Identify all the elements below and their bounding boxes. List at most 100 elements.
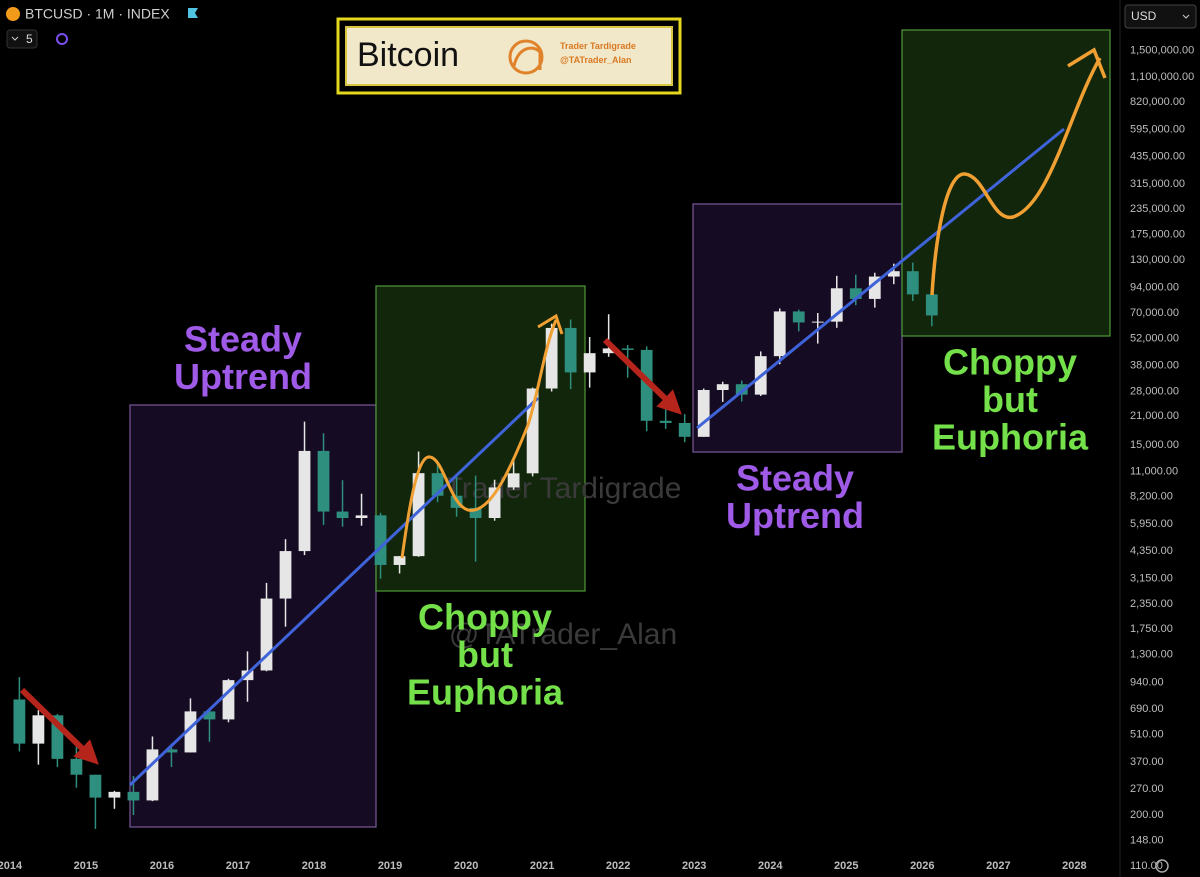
candle-body [298, 450, 311, 552]
candle-body [621, 348, 634, 350]
candle-body [203, 711, 216, 720]
candle-body [526, 388, 539, 474]
x-tick-label: 2019 [378, 860, 402, 872]
candle-body [849, 288, 862, 299]
annotations: SteadyUptrendChoppybutEuphoriaSteadyUptr… [174, 319, 1089, 713]
y-tick-label: 70,000.00 [1130, 307, 1179, 319]
range-box [901, 29, 1111, 337]
candle-body [317, 450, 330, 512]
interval-button[interactable] [6, 29, 38, 49]
x-tick-label: 2016 [150, 860, 174, 872]
settings-icon[interactable] [1155, 859, 1169, 873]
y-tick-label: 1,100,000.00 [1130, 71, 1194, 83]
candle-body [640, 349, 653, 421]
candle-body [260, 598, 273, 671]
drawings-front [19, 47, 1107, 787]
candle-body [431, 473, 444, 496]
x-tick-label: 2015 [74, 860, 98, 872]
candle-body [70, 758, 83, 775]
candle-body [374, 515, 387, 565]
red-arrow [602, 337, 682, 415]
x-tick-label: 2027 [986, 860, 1010, 872]
y-tick-label: 94,000.00 [1130, 282, 1179, 294]
candle-body [811, 321, 824, 323]
y-tick-label: 130,000.00 [1130, 254, 1185, 266]
annotation: Euphoria [932, 417, 1089, 458]
annotation: Euphoria [407, 672, 564, 713]
chevron [11, 36, 19, 41]
trend-line [696, 127, 1065, 430]
y-tick-label: 5,950.00 [1130, 518, 1173, 530]
candle-body [393, 556, 406, 565]
y-tick-label: 11,000.00 [1130, 465, 1178, 477]
y-tick-label: 21,000.00 [1130, 410, 1179, 422]
candle-body [716, 384, 729, 391]
candle-body [184, 711, 197, 753]
y-tick-label: 4,350.00 [1130, 545, 1173, 557]
y-tick-label: 1,750.00 [1130, 623, 1173, 635]
annotation: Uptrend [174, 356, 312, 397]
currency-select[interactable] [1124, 4, 1197, 29]
logo-title: Bitcoin [357, 36, 459, 74]
btc-icon [6, 7, 20, 21]
candle-body [222, 680, 235, 720]
candle-body [564, 327, 577, 373]
candle-body [13, 699, 26, 744]
candle-body [336, 511, 349, 518]
candle-body [108, 791, 121, 798]
x-tick-label: 2023 [682, 860, 706, 872]
y-tick-label: 235,000.00 [1130, 203, 1185, 215]
annotation: Choppy [418, 597, 552, 638]
chevron [1182, 14, 1190, 19]
y-tick-label: 38,000.00 [1130, 359, 1179, 371]
x-tick-label: 2020 [454, 860, 478, 872]
candle-body [545, 327, 558, 389]
annotation: Steady [184, 319, 302, 360]
sync-icon[interactable] [56, 33, 68, 45]
candle-body [51, 715, 64, 759]
drawings-back [129, 29, 1111, 828]
candle-body [678, 422, 691, 437]
range-box [692, 203, 903, 453]
candle-body [488, 487, 501, 518]
candle-body [887, 271, 900, 277]
y-tick-label: 1,300.00 [1130, 648, 1173, 660]
annotation: Choppy [943, 342, 1077, 383]
interval-value: 5 [26, 32, 33, 46]
watermark: @TATrader_Alan [449, 618, 677, 651]
x-tick-label: 2021 [530, 860, 554, 872]
y-tick-label: 148.00 [1130, 835, 1164, 847]
candle-body [32, 715, 45, 744]
annotation: Steady [736, 458, 854, 499]
y-tick-label: 1,500,000.00 [1130, 44, 1194, 56]
y-tick-label: 820,000.00 [1130, 96, 1185, 108]
projection-curve [930, 57, 1102, 296]
flag-icon [188, 8, 198, 18]
x-tick-label: 2025 [834, 860, 858, 872]
candle-body [735, 384, 748, 395]
symbol-label: BTCUSD · 1M · INDEX [25, 6, 170, 22]
annotation: Uptrend [726, 495, 864, 536]
y-tick-label: 315,000.00 [1130, 178, 1185, 190]
arrow-head [537, 313, 564, 335]
y-tick-label: 52,000.00 [1130, 332, 1179, 344]
candles [13, 262, 938, 829]
y-tick-label: 940.00 [1130, 676, 1164, 688]
projection-curve [400, 319, 558, 559]
currency-label: USD [1131, 9, 1157, 23]
x-tick-label: 2017 [226, 860, 250, 872]
y-tick-label: 28,000.00 [1130, 385, 1179, 397]
candle-body [127, 791, 140, 801]
top-bar: BTCUSD · 1M · INDEX 5 USD [6, 4, 1197, 873]
candle-body [773, 311, 786, 357]
y-tick-label: 2,350.00 [1130, 598, 1173, 610]
y-tick-label: 270.00 [1130, 783, 1164, 795]
candle-body [412, 473, 425, 557]
y-tick-label: 435,000.00 [1130, 150, 1185, 162]
y-tick-label: 370.00 [1130, 756, 1164, 768]
y-tick-label: 175,000.00 [1130, 228, 1185, 240]
red-arrow [19, 687, 99, 765]
trend-line [128, 396, 540, 787]
